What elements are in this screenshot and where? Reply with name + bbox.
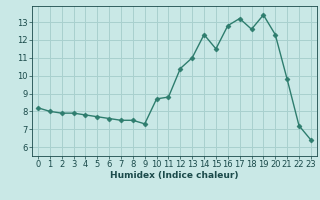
- X-axis label: Humidex (Indice chaleur): Humidex (Indice chaleur): [110, 171, 239, 180]
